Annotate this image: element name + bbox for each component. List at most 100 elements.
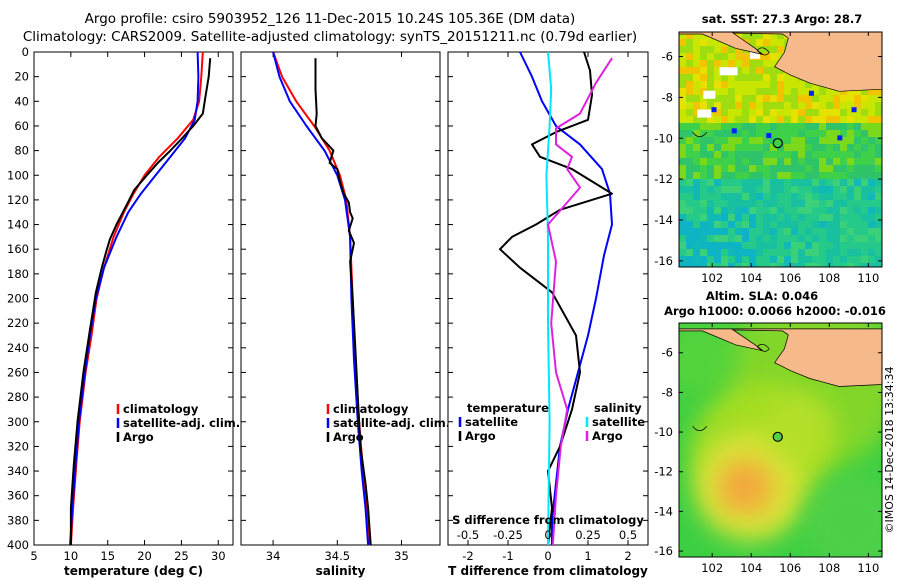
y-tick-label: 60 xyxy=(14,119,29,133)
map-field xyxy=(679,32,882,267)
series-line-argo xyxy=(314,58,372,546)
contour xyxy=(756,47,770,56)
x-tick-label: 35 xyxy=(394,549,409,563)
plot-frame xyxy=(240,51,441,546)
legend-label: Argo xyxy=(123,430,154,444)
y-tick-label: -14 xyxy=(654,213,673,227)
land-java xyxy=(679,328,882,387)
y-tick-label: 260 xyxy=(7,365,29,379)
y-tick-label: 80 xyxy=(14,144,29,158)
x-axis-label: temperature (deg C) xyxy=(64,564,203,578)
x-tick-label: 110 xyxy=(857,561,879,575)
y-tick-label: -12 xyxy=(654,465,673,479)
y-tick-label: 380 xyxy=(7,513,29,527)
map-frame xyxy=(678,31,883,268)
y-tick-label: 40 xyxy=(14,94,29,108)
y-tick-label: -16 xyxy=(654,254,673,268)
x-tick-label: 25 xyxy=(174,549,189,563)
x-tick-label: 104 xyxy=(740,561,762,575)
s-tick-label: -0.25 xyxy=(493,528,523,542)
series-line-salinity-argo xyxy=(547,57,613,546)
sst-map-panel: sat. SST: 27.3 Argo: 28.7 102 104 106 108 110… xyxy=(654,12,883,285)
y-tick-label: 360 xyxy=(7,489,29,503)
y-tick-label: 220 xyxy=(7,316,29,330)
x-tick-label: 108 xyxy=(818,271,840,285)
series-line-satellite-adj-clim- xyxy=(272,51,370,546)
series-line-temperature-argo xyxy=(499,51,613,546)
y-tick-label: -14 xyxy=(654,504,673,518)
x-tick-label: 108 xyxy=(818,561,840,575)
legend-label: Argo xyxy=(592,429,623,443)
y-tick-label: 240 xyxy=(7,341,29,355)
argo-float-marker xyxy=(772,138,783,149)
y-tick-label: 100 xyxy=(7,168,29,182)
salinity-panel: 34 34.5 35 salinity climatologysatellite-adj… xyxy=(240,51,450,578)
land-sumatra xyxy=(679,32,764,55)
sla-map-title: Altim. SLA: 0.046 xyxy=(706,289,818,303)
x-tick-label: 30 xyxy=(211,549,226,563)
sla-map-subtitle: Argo h1000: 0.0066 h2000: -0.016 xyxy=(664,304,886,318)
y-tick-label: 0 xyxy=(22,45,29,59)
legend-label: climatology xyxy=(123,402,199,416)
contour xyxy=(756,343,770,352)
y-tick-label: 140 xyxy=(7,218,29,232)
y-tick-label: 400 xyxy=(7,538,29,552)
x-tick-label: 5 xyxy=(30,549,37,563)
s-axis-label: S difference from climatology xyxy=(452,513,644,527)
x-tick-label: 1 xyxy=(584,549,591,563)
x-tick-label: -1 xyxy=(502,549,513,563)
y-tick-label: -8 xyxy=(662,90,673,104)
difference-panel: -2 -1 0 1 2T difference from climatology S di… xyxy=(447,51,649,578)
y-tick-label: -10 xyxy=(654,131,673,145)
figure-title-line1: Argo profile: csiro 5903952_126 11-Dec-2… xyxy=(84,11,576,27)
series-line-satellite-adj-clim- xyxy=(69,51,200,546)
y-tick-label: 200 xyxy=(7,292,29,306)
y-tick-label: 300 xyxy=(7,415,29,429)
map-field xyxy=(679,323,882,557)
y-tick-label: 280 xyxy=(7,390,29,404)
legend-label: Argo xyxy=(333,430,364,444)
x-tick-label: 102 xyxy=(701,271,723,285)
y-tick-label: 320 xyxy=(7,439,29,453)
legend-label: satellite xyxy=(465,415,518,429)
y-tick-label: -6 xyxy=(662,50,673,64)
y-tick-label: 180 xyxy=(7,267,29,281)
x-tick-label: -2 xyxy=(462,549,473,563)
y-tick-label: -6 xyxy=(662,346,673,360)
s-tick-label: 0.5 xyxy=(619,528,637,542)
plot-frame xyxy=(33,51,234,546)
s-tick-label: -0.5 xyxy=(457,528,479,542)
y-tick-label: 20 xyxy=(14,70,29,84)
s-tick-label: 0.25 xyxy=(575,528,601,542)
legend-label: Argo xyxy=(465,429,496,443)
s-tick-label: 0 xyxy=(544,528,551,542)
temperature-panel: 5 10 15 20 25 3002040608010012014016018020022… xyxy=(7,45,240,578)
x-tick-label: 110 xyxy=(857,271,879,285)
x-tick-label: 34.5 xyxy=(324,549,350,563)
contour xyxy=(692,131,707,137)
x-tick-label: 104 xyxy=(740,271,762,285)
series-line-argo xyxy=(69,58,212,545)
x-tick-label: 15 xyxy=(100,549,115,563)
land-java xyxy=(679,32,882,92)
figure-title-line2: Climatology: CARS2009. Satellite-adjuste… xyxy=(22,29,638,45)
legend-label: satellite xyxy=(592,415,645,429)
y-tick-label: -8 xyxy=(662,385,673,399)
argo-float-marker xyxy=(772,431,783,442)
land-sumatra xyxy=(679,328,764,352)
y-tick-label: 120 xyxy=(7,193,29,207)
x-tick-label: 34 xyxy=(266,549,281,563)
watermark: ©IMOS 14-Dec-2018 13:34:34 xyxy=(883,367,896,534)
x-tick-label: 2 xyxy=(624,549,631,563)
x-tick-label: 20 xyxy=(137,549,152,563)
y-tick-label: -16 xyxy=(654,544,673,558)
legend-title-temperature: temperature xyxy=(467,401,549,415)
x-tick-label: 102 xyxy=(701,561,723,575)
x-tick-label: 106 xyxy=(779,561,801,575)
y-tick-label: 160 xyxy=(7,242,29,256)
x-tick-label: 106 xyxy=(779,271,801,285)
y-tick-label: -12 xyxy=(654,172,673,186)
contour xyxy=(692,425,707,431)
sst-map-title: sat. SST: 27.3 Argo: 28.7 xyxy=(702,12,862,26)
